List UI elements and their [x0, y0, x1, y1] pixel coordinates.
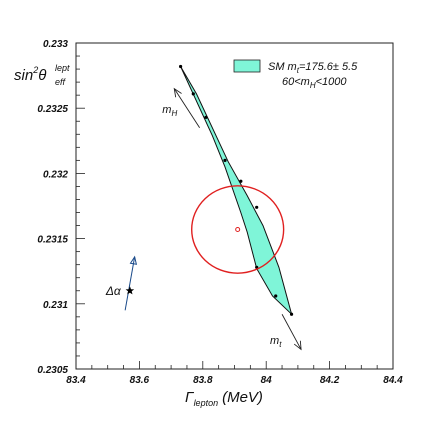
x-tick-label: 83.6: [130, 375, 150, 386]
sm-point-4: [239, 179, 243, 183]
y-axis-label: sin2θ: [14, 65, 46, 84]
y-axis-label-sub: eff: [55, 77, 67, 87]
measurement-ellipse: [191, 185, 285, 274]
x-axis-ticks: 83.4 83.6 83.8 84 84.2 84.4: [66, 361, 403, 386]
mt-arrow-line: [281, 314, 302, 350]
mh-arrow-head: [173, 87, 182, 98]
mt-arrow-head: [293, 340, 302, 351]
y-axis-label-sup: lept: [55, 63, 70, 73]
x-tick-label: 83.8: [193, 375, 213, 386]
x-tick-label: 83.4: [66, 375, 86, 386]
mh-arrow-line: [173, 88, 201, 129]
y-tick-label: 0.2325: [37, 104, 68, 115]
sm-point-1: [191, 92, 195, 96]
sm-point-7: [274, 294, 278, 298]
legend-swatch: [233, 59, 261, 73]
sm-point-6: [255, 265, 259, 269]
y-tick-label: 0.2305: [37, 365, 68, 376]
sm-point-3: [223, 158, 227, 162]
x-tick-label: 84.2: [320, 375, 340, 386]
y-tick-label: 0.231: [43, 300, 68, 311]
x-tick-label: 84.4: [383, 375, 403, 386]
sm-point-8: [289, 312, 294, 316]
delta-alpha-star: [125, 286, 135, 295]
x-axis-label: Γlepton (MeV): [185, 389, 263, 408]
y-axis-ticks: 0.2305 0.231 0.2315 0.232 0.2325 0.233: [37, 39, 85, 376]
y-tick-label: 0.233: [43, 39, 68, 50]
measurement-center-point: [235, 226, 241, 232]
legend-line-2: 60<mH<1000: [282, 76, 347, 90]
sm-point-2: [204, 115, 208, 119]
sm-point-5: [255, 205, 259, 209]
mt-arrow-label: mt: [270, 335, 282, 349]
y-tick-label: 0.232: [43, 169, 68, 180]
sm-point-0: [179, 64, 183, 69]
legend-line-1: SM mt=175.6± 5.5: [268, 61, 358, 75]
mh-arrow-label: mH: [162, 104, 177, 118]
delta-alpha-line: [124, 256, 136, 311]
x-tick-label: 84: [261, 375, 273, 386]
delta-alpha-arrowhead: [129, 255, 138, 265]
sm-band: [180, 66, 293, 316]
sm-points: [179, 64, 294, 316]
delta-alpha-label: Δα: [105, 284, 122, 298]
plot-frame: [75, 42, 394, 370]
y-tick-label: 0.2315: [37, 235, 68, 246]
